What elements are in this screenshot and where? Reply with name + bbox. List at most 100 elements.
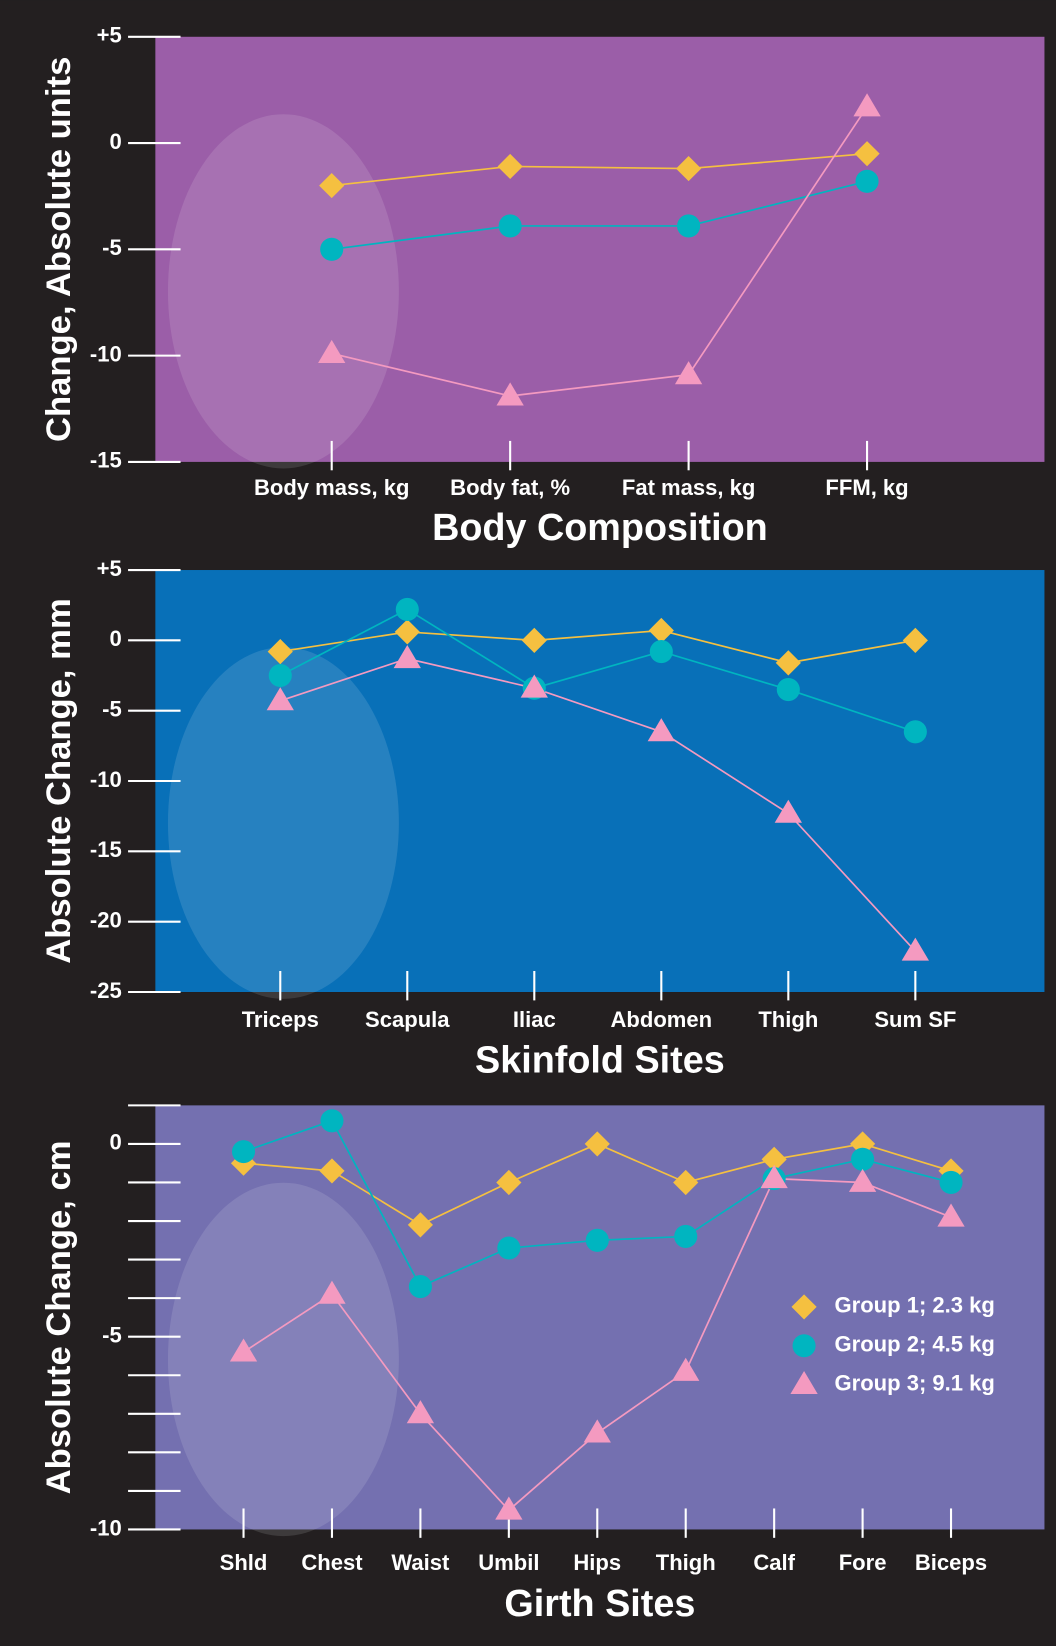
x-axis-title: Skinfold Sites bbox=[475, 1039, 725, 1081]
marker-diamond bbox=[319, 1158, 345, 1184]
marker-triangle bbox=[853, 93, 881, 117]
marker-circle bbox=[855, 169, 879, 193]
series-line bbox=[280, 629, 916, 664]
legend-label: Group 3; 9.1 kg bbox=[835, 1370, 995, 1395]
y-axis-title: Absolute Change, mm bbox=[40, 598, 78, 964]
x-tick-label: Abdomen bbox=[611, 1007, 713, 1032]
x-tick-label: Umbil bbox=[478, 1550, 539, 1575]
x-axis-title: Body Composition bbox=[432, 507, 768, 549]
marker-triangle bbox=[760, 1164, 788, 1189]
x-tick-label: Body mass, kg bbox=[254, 475, 410, 500]
marker-diamond bbox=[775, 650, 801, 676]
marker-triangle bbox=[406, 1400, 435, 1424]
marker-diamond bbox=[521, 627, 547, 653]
x-tick-label: Shld bbox=[220, 1550, 268, 1575]
x-tick-label: Thigh bbox=[656, 1550, 716, 1575]
y-axis-title: Absolute Change, cm bbox=[40, 1140, 78, 1494]
marker-circle bbox=[498, 214, 522, 238]
x-tick-label: Calf bbox=[753, 1550, 795, 1575]
y-tick-label: +5 bbox=[97, 556, 122, 581]
marker-triangle bbox=[647, 718, 675, 742]
x-tick-label: Iliac bbox=[513, 1007, 556, 1032]
marker-circle bbox=[320, 1109, 344, 1133]
y-tick-label: 0 bbox=[109, 626, 121, 651]
legend-marker bbox=[790, 1370, 818, 1395]
marker-triangle bbox=[266, 687, 294, 711]
decoration bbox=[167, 647, 399, 999]
series-line bbox=[331, 106, 868, 397]
marker-diamond bbox=[673, 1169, 699, 1196]
marker-diamond bbox=[902, 627, 928, 653]
marker-diamond bbox=[761, 1146, 787, 1172]
legend-marker bbox=[791, 1294, 817, 1320]
x-tick-label: Waist bbox=[391, 1550, 450, 1575]
marker-diamond bbox=[407, 1212, 434, 1238]
marker-triangle bbox=[937, 1203, 965, 1227]
y-tick-label: -10 bbox=[90, 767, 122, 792]
decoration bbox=[167, 114, 399, 469]
y-tick-label: -25 bbox=[90, 978, 122, 1003]
marker-circle bbox=[649, 640, 673, 664]
marker-diamond bbox=[496, 1169, 522, 1196]
decoration bbox=[167, 1182, 399, 1537]
x-tick-label: Fore bbox=[839, 1550, 887, 1575]
x-tick-label: Sum SF bbox=[874, 1007, 956, 1032]
marker-circle bbox=[674, 1224, 698, 1248]
marker-triangle bbox=[774, 799, 802, 823]
marker-circle bbox=[903, 720, 927, 744]
x-tick-label: Fat mass, kg bbox=[622, 475, 755, 500]
y-tick-label: -10 bbox=[90, 1515, 122, 1540]
marker-triangle bbox=[674, 361, 703, 385]
marker-diamond bbox=[319, 172, 345, 199]
marker-triangle bbox=[496, 382, 524, 406]
marker-triangle bbox=[393, 644, 421, 669]
marker-triangle bbox=[848, 1168, 877, 1192]
marker-triangle bbox=[583, 1419, 611, 1443]
x-tick-label: Scapula bbox=[365, 1007, 450, 1032]
marker-diamond bbox=[584, 1131, 610, 1157]
marker-triangle bbox=[318, 1280, 346, 1304]
series-line bbox=[279, 608, 916, 733]
marker-circle bbox=[776, 678, 800, 702]
plot-area bbox=[155, 36, 1045, 462]
x-tick-label: Body fat, % bbox=[450, 475, 570, 500]
y-tick-label: -20 bbox=[90, 908, 122, 933]
marker-triangle bbox=[318, 339, 346, 363]
marker-diamond bbox=[394, 619, 420, 645]
marker-triangle bbox=[229, 1338, 258, 1362]
plot-area bbox=[155, 570, 1045, 993]
legend-marker bbox=[792, 1334, 816, 1358]
marker-circle bbox=[677, 214, 701, 238]
marker-circle bbox=[585, 1228, 609, 1252]
y-tick-label: -15 bbox=[90, 448, 122, 473]
marker-circle bbox=[939, 1170, 963, 1195]
plot-area bbox=[155, 1105, 1045, 1530]
series-line bbox=[331, 180, 868, 251]
marker-triangle bbox=[672, 1357, 700, 1381]
y-tick-label: 0 bbox=[109, 1130, 121, 1155]
x-tick-label: Triceps bbox=[242, 1007, 319, 1032]
series-line bbox=[331, 152, 868, 187]
y-tick-label: -5 bbox=[102, 235, 122, 260]
marker-diamond bbox=[497, 153, 523, 180]
y-tick-label: -10 bbox=[90, 341, 122, 366]
y-axis-title: Change, Absolute units bbox=[40, 57, 78, 442]
marker-diamond bbox=[648, 617, 674, 644]
legend-label: Group 1; 2.3 kg bbox=[835, 1293, 995, 1318]
y-tick-label: 0 bbox=[109, 129, 121, 154]
marker-triangle bbox=[901, 937, 929, 961]
x-tick-label: Hips bbox=[573, 1550, 621, 1575]
marker-circle bbox=[851, 1147, 875, 1171]
x-axis-title: Girth Sites bbox=[504, 1583, 695, 1625]
marker-circle bbox=[268, 663, 292, 688]
series-line bbox=[280, 657, 916, 952]
marker-circle bbox=[320, 237, 344, 261]
marker-triangle bbox=[520, 674, 548, 698]
marker-diamond bbox=[267, 639, 293, 665]
y-tick-label: -15 bbox=[90, 837, 122, 862]
y-tick-label: -5 bbox=[102, 1323, 122, 1348]
legend-label: Group 2; 4.5 kg bbox=[835, 1332, 995, 1357]
marker-circle bbox=[408, 1275, 432, 1299]
